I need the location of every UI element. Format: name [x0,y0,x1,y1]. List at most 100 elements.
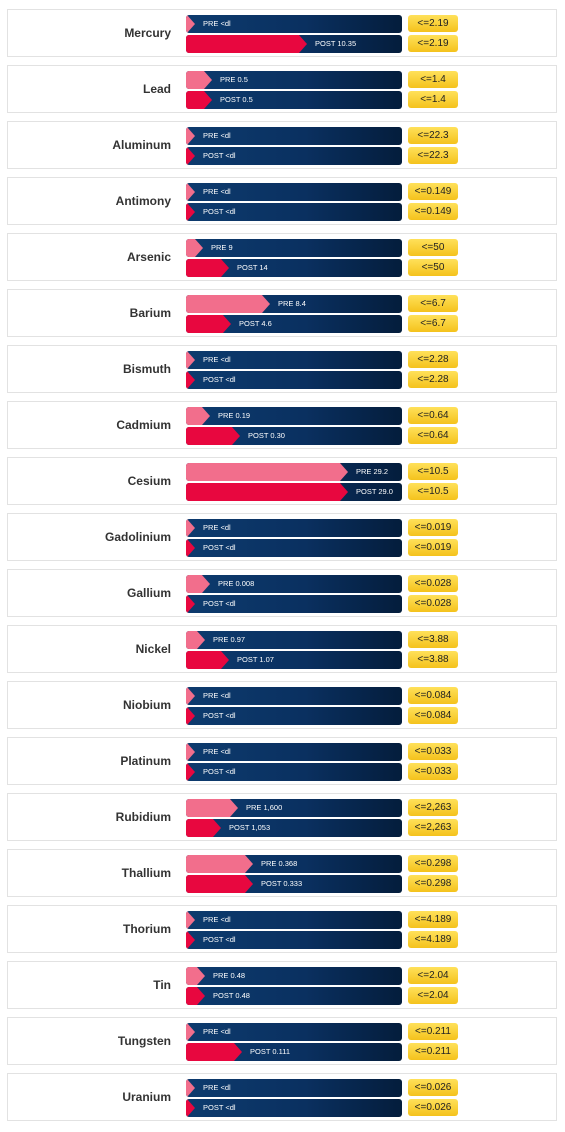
element-row: Bismuth PRE <dl POST <dl <=2.28 <=2.28 [7,345,557,393]
post-value-label: POST <dl [203,543,236,552]
post-bar [186,147,195,165]
element-row: Antimony PRE <dl POST <dl <=0.149 <=0.149 [7,177,557,225]
pre-bar-track: PRE <dl [186,15,402,33]
element-row: Lead PRE 0.5 POST 0.5 <=1.4 <=1.4 [7,65,557,113]
limit-badge-post: <=50 [408,259,458,276]
pre-bar [186,855,253,873]
post-value-label: POST 29.0 [356,487,393,496]
pre-value-label: PRE 29.2 [356,467,389,476]
post-bar-track: POST <dl [186,931,402,949]
pre-bar-track: PRE 0.48 [186,967,402,985]
post-value-label: POST 1.07 [237,655,274,664]
post-bar-track: POST <dl [186,147,402,165]
post-bar [186,707,195,725]
pre-bar [186,519,195,537]
post-bar-track: POST <dl [186,371,402,389]
pre-bar-track: PRE 0.5 [186,71,402,89]
post-value-label: POST <dl [203,711,236,720]
post-bar [186,483,348,501]
limit-badge-pre: <=0.019 [408,519,458,536]
pre-bar [186,967,205,985]
post-bar-track: POST <dl [186,539,402,557]
element-name: Bismuth [123,362,171,376]
element-row: Arsenic PRE 9 POST 14 <=50 <=50 [7,233,557,281]
limit-badge-pre: <=2.04 [408,967,458,984]
pre-bar [186,407,210,425]
limit-badge-pre: <=2,263 [408,799,458,816]
post-value-label: POST 10.35 [315,39,357,48]
pre-value-label: PRE 1,600 [246,803,283,812]
element-name: Mercury [124,26,171,40]
post-bar [186,875,253,893]
element-name: Niobium [123,698,171,712]
limit-badge-post: <=1.4 [408,91,458,108]
pre-value-label: PRE <dl [203,355,231,364]
limit-badge-pre: <=0.033 [408,743,458,760]
limit-badge-pre: <=4.189 [408,911,458,928]
pre-bar [186,351,195,369]
pre-value-label: PRE <dl [203,131,231,140]
pre-value-label: PRE 0.97 [213,635,246,644]
limit-badge-pre: <=10.5 [408,463,458,480]
limit-badge-post: <=0.028 [408,595,458,612]
element-row: Gallium PRE 0.008 POST <dl <=0.028 <=0.028 [7,569,557,617]
pre-bar-track: PRE 0.97 [186,631,402,649]
pre-value-label: PRE <dl [203,1083,231,1092]
pre-value-label: PRE <dl [203,1027,231,1036]
pre-bar [186,183,195,201]
pre-bar-track: PRE 29.2 [186,463,402,481]
pre-bar [186,1023,195,1041]
pre-value-label: PRE <dl [203,523,231,532]
element-name: Thorium [123,922,171,936]
pre-bar [186,687,195,705]
post-value-label: POST 0.48 [213,991,250,1000]
limit-badge-post: <=0.64 [408,427,458,444]
post-value-label: POST 4.6 [239,319,272,328]
limit-badge-post: <=6.7 [408,315,458,332]
limit-badge-post: <=0.211 [408,1043,458,1060]
element-name: Cesium [127,474,171,488]
element-row: Gadolinium PRE <dl POST <dl <=0.019 <=0.019 [7,513,557,561]
limit-badge-post: <=22.3 [408,147,458,164]
limit-badge-post: <=0.019 [408,539,458,556]
element-name: Thallium [121,866,171,880]
limit-badge-post: <=2.04 [408,987,458,1004]
limit-badge-pre: <=0.028 [408,575,458,592]
post-bar [186,1043,242,1061]
post-value-label: POST <dl [203,207,236,216]
element-name: Lead [142,82,171,96]
element-name: Aluminum [112,138,171,152]
post-value-label: POST 0.30 [248,431,285,440]
element-row: Tungsten PRE <dl POST 0.111 <=0.211 <=0.211 [7,1017,557,1065]
element-name: Gadolinium [105,530,171,544]
post-value-label: POST 0.5 [220,95,253,104]
limit-badge-pre: <=0.298 [408,855,458,872]
pre-value-label: PRE <dl [203,691,231,700]
post-bar [186,371,195,389]
limit-badge-pre: <=2.28 [408,351,458,368]
pre-value-label: PRE 0.368 [261,859,298,868]
element-name: Nickel [135,642,171,656]
pre-bar-track: PRE <dl [186,1079,402,1097]
pre-bar-track: PRE <dl [186,911,402,929]
limit-badge-post: <=0.026 [408,1099,458,1116]
element-row: Barium PRE 8.4 POST 4.6 <=6.7 <=6.7 [7,289,557,337]
post-bar-track: POST 0.30 [186,427,402,445]
element-name: Barium [129,306,171,320]
limit-badge-pre: <=0.211 [408,1023,458,1040]
limit-badge-post: <=10.5 [408,483,458,500]
element-name: Gallium [126,586,171,600]
element-row: Mercury PRE <dl POST 10.35 <=2.19 <=2.19 [7,9,557,57]
pre-bar-track: PRE <dl [186,1023,402,1041]
post-bar-track: POST 0.333 [186,875,402,893]
post-bar-track: POST 0.48 [186,987,402,1005]
element-name: Tin [153,978,171,992]
limit-badge-post: <=3.88 [408,651,458,668]
element-row: Platinum PRE <dl POST <dl <=0.033 <=0.033 [7,737,557,785]
limit-badge-post: <=4.189 [408,931,458,948]
pre-bar [186,127,195,145]
limit-badge-post: <=0.149 [408,203,458,220]
limit-badge-pre: <=3.88 [408,631,458,648]
post-bar-track: POST 0.111 [186,1043,402,1061]
pre-value-label: PRE 9 [211,243,233,252]
